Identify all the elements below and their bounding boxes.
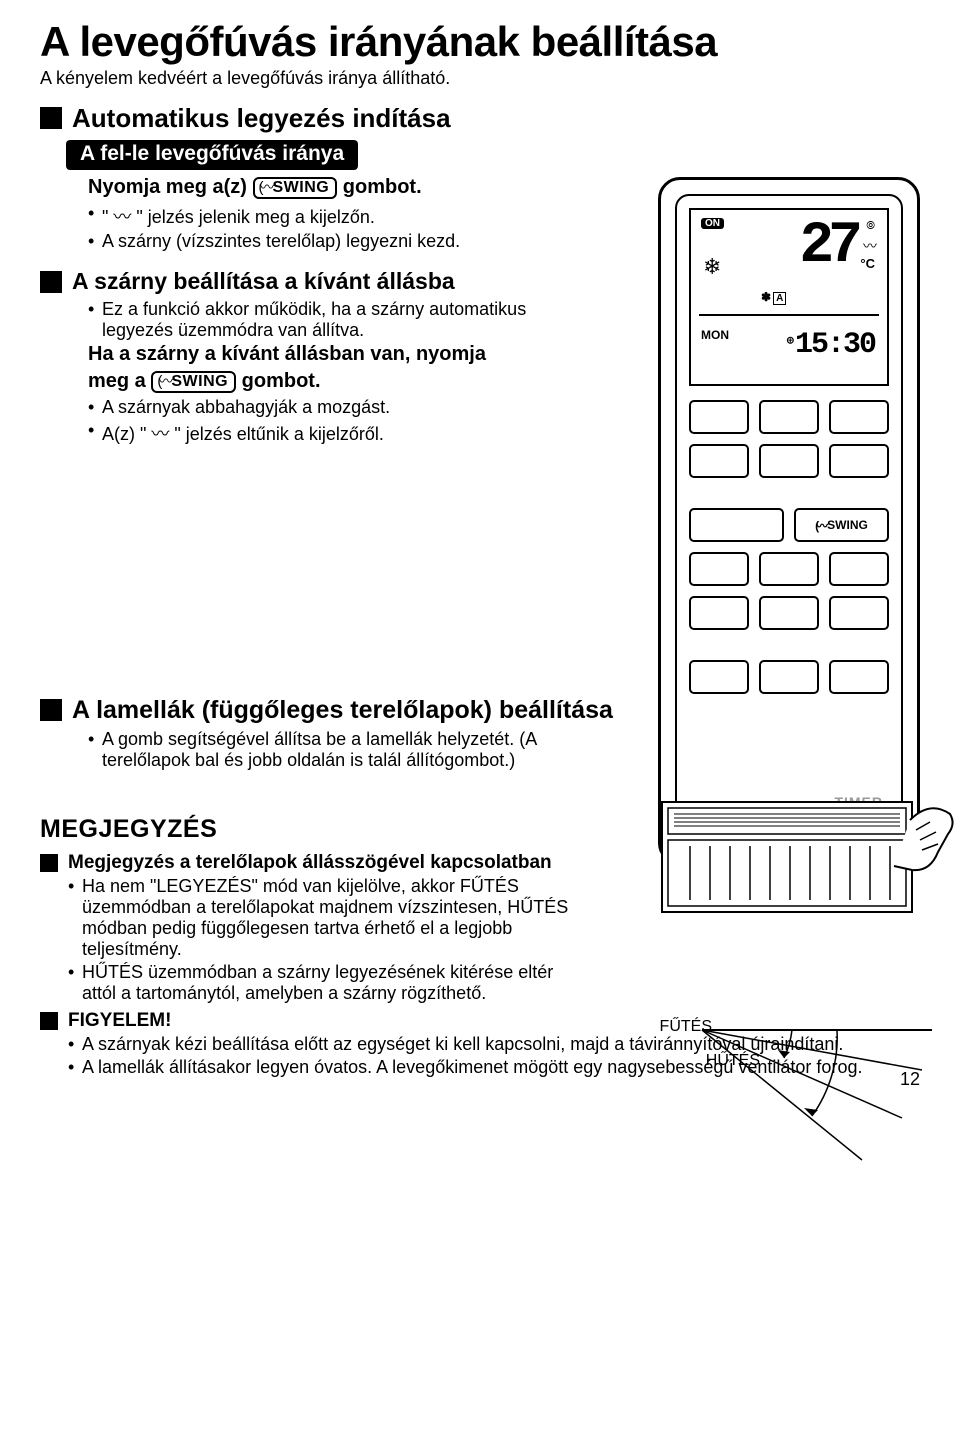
swing-lcd-icon: 〰 bbox=[863, 236, 877, 256]
sec3-bullets: A gomb segítségével állítsa be a lamellá… bbox=[88, 729, 628, 771]
remote-button[interactable] bbox=[689, 444, 749, 478]
page-subtitle: A kényelem kedvéért a levegőfúvás iránya… bbox=[40, 68, 920, 89]
press-swing-line: Nyomja meg a(z) (〰SWING gombot. bbox=[88, 176, 600, 199]
direction-pill: A fel-le levegőfúvás iránya bbox=[66, 140, 358, 170]
remote-button[interactable] bbox=[689, 508, 784, 542]
swing-button-inline: (〰SWING bbox=[253, 177, 338, 199]
lcd-degc: °C bbox=[860, 256, 875, 271]
fan-auto-icon: ✽A bbox=[761, 290, 786, 304]
list-item: Ez a funkció akkor működik, ha a szárny … bbox=[88, 299, 600, 341]
swing-icon: (〰 bbox=[259, 180, 271, 195]
page-number: 12 bbox=[900, 1069, 920, 1090]
remote-illustration: ON ⦾ ❄ 27 °C ✽A 〰 MON ⊕15:30 (〰SWING bbox=[658, 177, 920, 865]
remote-button[interactable] bbox=[829, 444, 889, 478]
page-title: A levegőfúvás irányának beállítása bbox=[40, 18, 920, 66]
remote-button[interactable] bbox=[759, 552, 819, 586]
note-list-1: Ha nem "LEGYEZÉS" mód van kijelölve, akk… bbox=[40, 876, 580, 1004]
swing-icon: (〰 bbox=[157, 374, 169, 389]
sec1-bullets: " 〰 " jelzés jelenik meg a kijelzőn. A s… bbox=[88, 203, 600, 252]
list-item: HŰTÉS üzemmódban a szárny legyezésének k… bbox=[68, 962, 580, 1004]
list-item: A gomb segítségével állítsa be a lamellá… bbox=[88, 729, 628, 771]
remote-button[interactable] bbox=[759, 400, 819, 434]
lcd-time: ⊕15:30 bbox=[787, 328, 875, 362]
remote-swing-button[interactable]: (〰SWING bbox=[794, 508, 889, 542]
sec2-bullets-1: Ez a funkció akkor működik, ha a szárny … bbox=[88, 299, 600, 341]
list-item: A szárny (vízszintes terelőlap) legyezni… bbox=[88, 231, 600, 252]
list-item: " 〰 " jelzés jelenik meg a kijelzőn. bbox=[88, 203, 600, 229]
angle-label-cooling: HŰTÉS bbox=[706, 1052, 760, 1070]
remote-button[interactable] bbox=[689, 596, 749, 630]
section-auto-swing-heading: Automatikus legyezés indítása bbox=[40, 103, 600, 134]
list-item: Ha nem "LEGYEZÉS" mód van kijelölve, akk… bbox=[68, 876, 580, 960]
remote-button[interactable] bbox=[829, 400, 889, 434]
remote-button[interactable] bbox=[759, 444, 819, 478]
on-indicator: ON bbox=[701, 218, 724, 229]
section-louvres-heading: A lamellák (függőleges terelőlapok) beál… bbox=[40, 696, 920, 725]
remote-button[interactable] bbox=[829, 552, 889, 586]
remote-button[interactable] bbox=[759, 660, 819, 694]
sec2-bold-line1: Ha a szárny a kívánt állásban van, nyomj… bbox=[88, 343, 600, 366]
angle-label-heating: FŰTÉS bbox=[660, 1018, 712, 1036]
sec2-bold-line2: meg a (〰SWING gombot. bbox=[88, 370, 600, 393]
lcd-temp: 27 bbox=[799, 214, 857, 279]
swing-button-inline: (〰SWING bbox=[151, 371, 236, 393]
mode-snowflake-icon: ❄ bbox=[703, 254, 721, 280]
remote-button[interactable] bbox=[759, 596, 819, 630]
list-item: A szárnyak abbahagyják a mozgást. bbox=[88, 397, 600, 418]
swing-icon: (〰 bbox=[815, 517, 825, 534]
lcd-day: MON bbox=[701, 328, 729, 342]
remote-buttons: (〰SWING bbox=[689, 400, 889, 704]
remote-button[interactable] bbox=[689, 660, 749, 694]
remote-button[interactable] bbox=[689, 400, 749, 434]
sec2-bullets-2: A szárnyak abbahagyják a mozgást. A(z) "… bbox=[88, 397, 600, 446]
remote-lcd: ON ⦾ ❄ 27 °C ✽A 〰 MON ⊕15:30 bbox=[689, 208, 889, 386]
remote-button[interactable] bbox=[829, 596, 889, 630]
section-set-flap-heading: A szárny beállítása a kívánt állásba bbox=[40, 268, 600, 295]
signal-icon: ⦾ bbox=[866, 220, 875, 233]
remote-button[interactable] bbox=[829, 660, 889, 694]
note-heading-angle: Megjegyzés a terelőlapok állásszögével k… bbox=[40, 852, 580, 874]
note-heading-warning: FIGYELEM! bbox=[40, 1010, 580, 1032]
remote-button[interactable] bbox=[689, 552, 749, 586]
list-item: A(z) " 〰 " jelzés eltűnik a kijelzőről. bbox=[88, 420, 600, 446]
